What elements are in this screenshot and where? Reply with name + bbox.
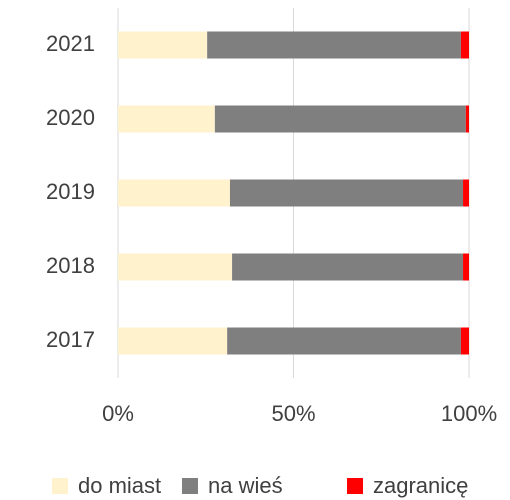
bar-segment (118, 179, 230, 207)
x-tick-label: 0% (102, 401, 134, 426)
legend-label: na wieś (208, 473, 283, 498)
y-tick-label: 2018 (46, 253, 95, 278)
legend-swatch (52, 478, 68, 494)
legend-label: do miast (78, 473, 161, 498)
bar-segment (232, 253, 464, 281)
bar-segment (118, 327, 228, 355)
bar-segment (465, 105, 469, 133)
x-tick-label: 100% (441, 401, 497, 426)
y-tick-label: 2019 (46, 179, 95, 204)
bar-segment (214, 105, 466, 133)
x-tick-label: 50% (271, 401, 315, 426)
y-tick-label: 2020 (46, 105, 95, 130)
bar-segment (463, 179, 469, 207)
bar-segment (118, 253, 233, 281)
bar-segment (118, 31, 208, 59)
bar-segment (463, 253, 469, 281)
y-tick-label: 2017 (46, 327, 95, 352)
bar-segment (460, 31, 469, 59)
bar-segment (229, 179, 464, 207)
bar-segment (118, 105, 215, 133)
legend-swatch (182, 478, 198, 494)
legend-label: zagranicę (373, 473, 468, 498)
bar-segment (460, 327, 469, 355)
y-tick-label: 2021 (46, 31, 95, 56)
legend-swatch (347, 478, 363, 494)
bar-segment (207, 31, 461, 59)
bar-segment (227, 327, 461, 355)
